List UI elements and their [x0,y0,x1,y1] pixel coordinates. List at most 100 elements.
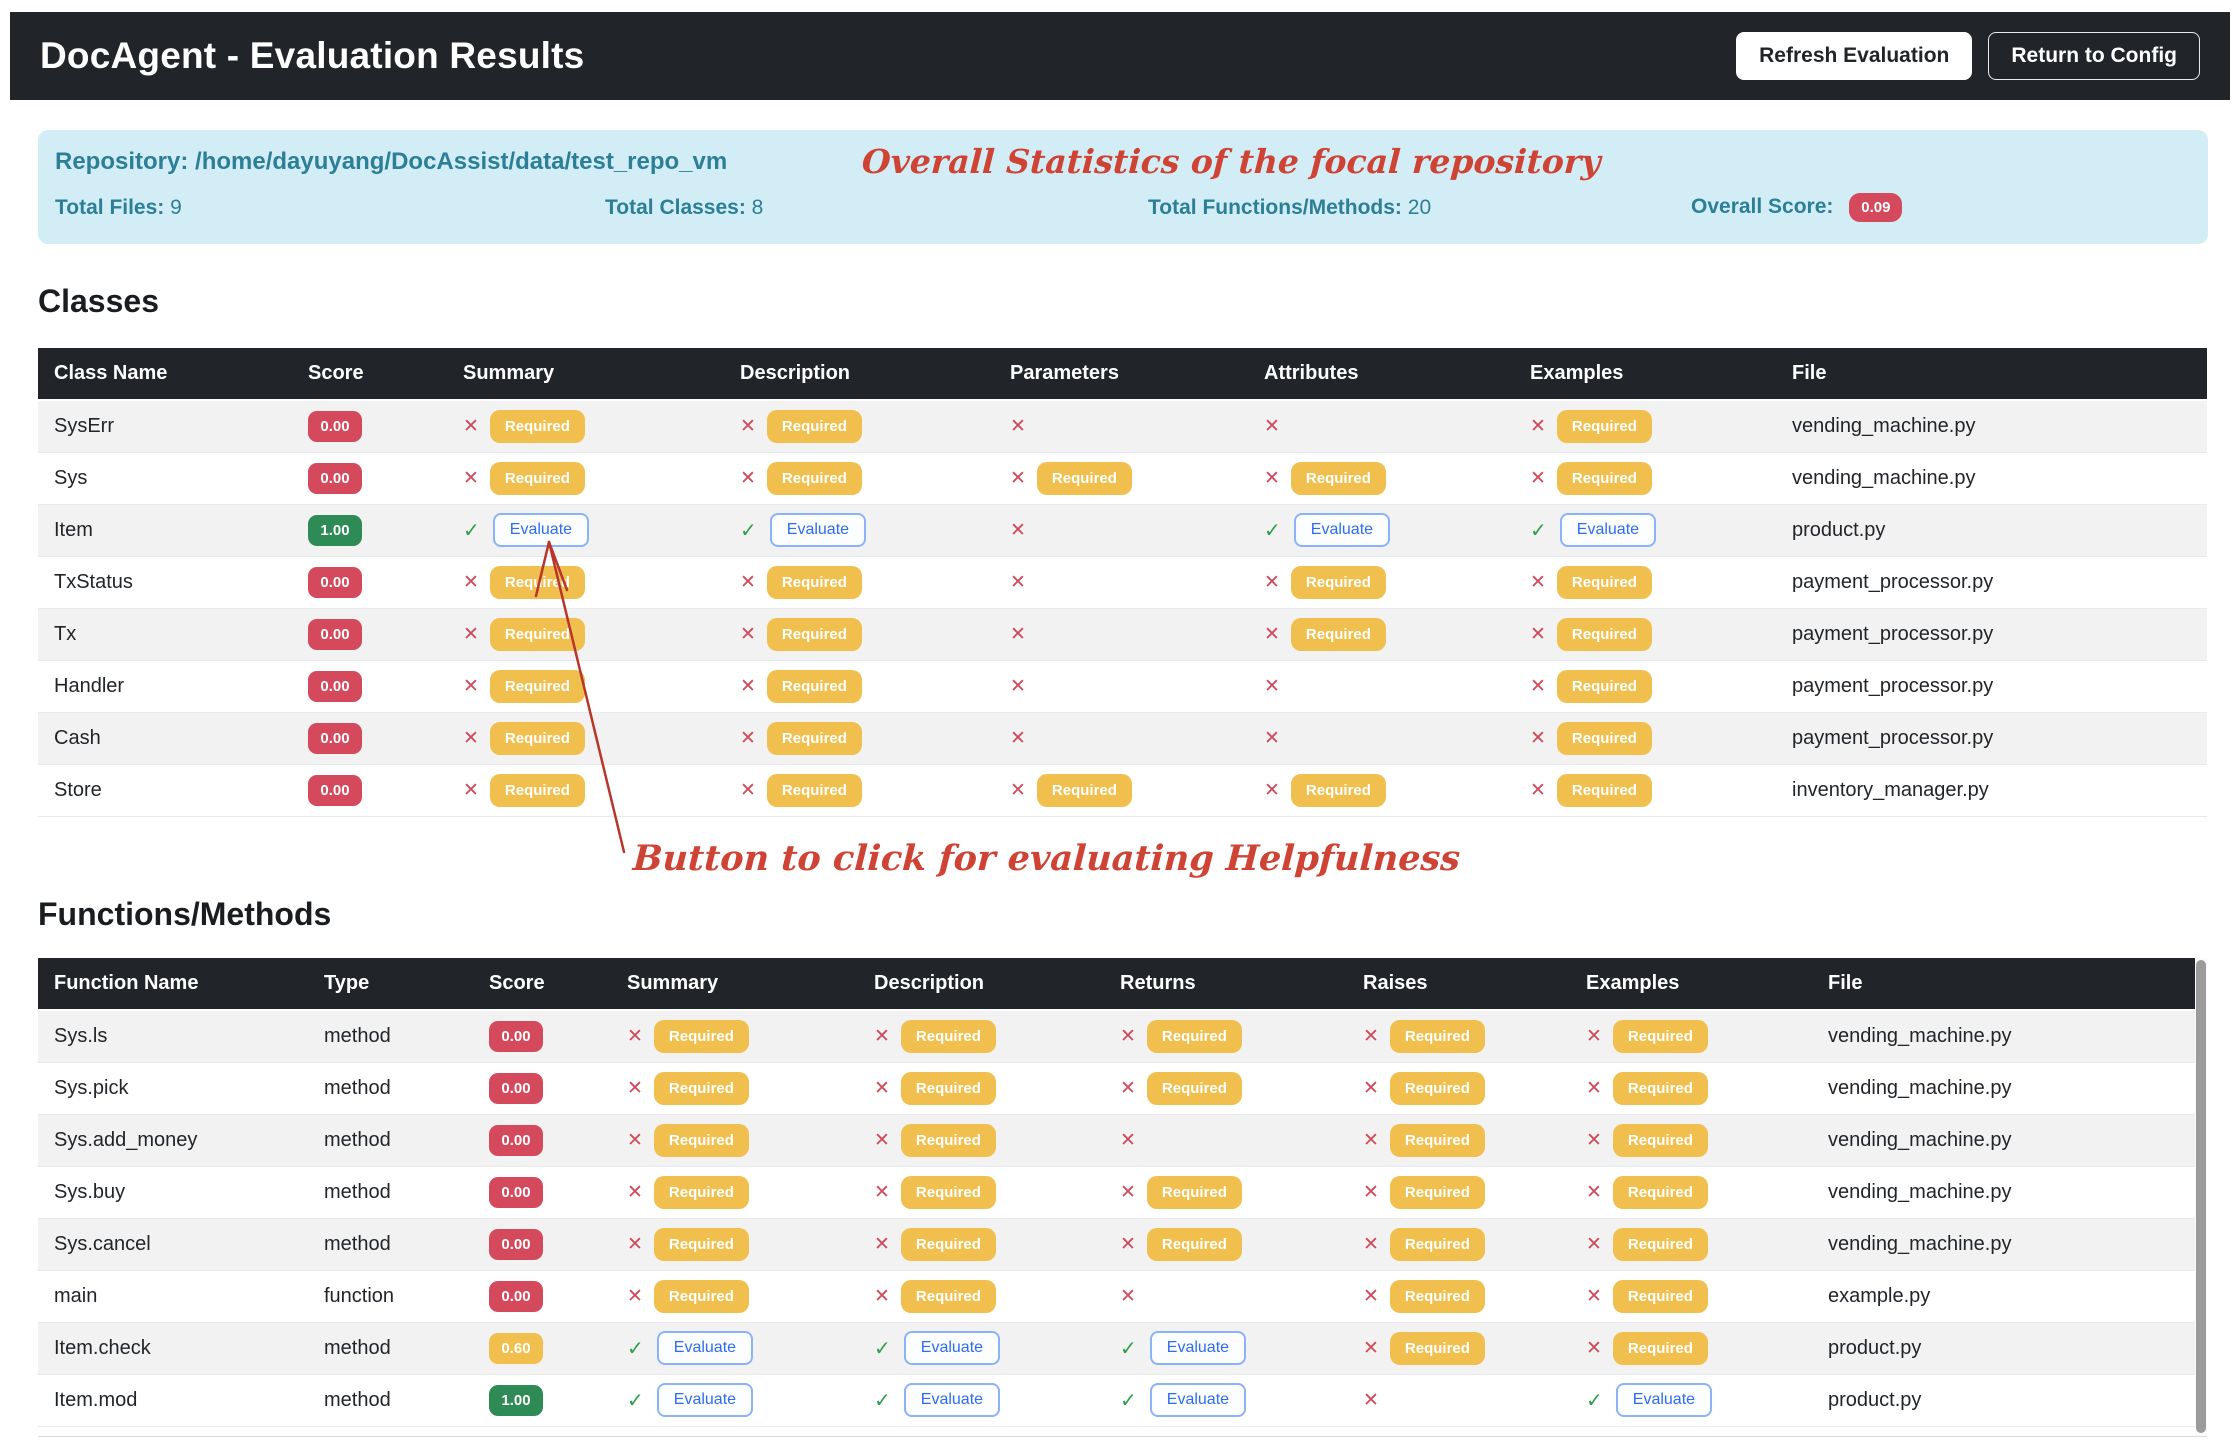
evaluate-button[interactable]: Evaluate [1150,1331,1246,1365]
cross-icon: ✕ [1010,676,1026,697]
score-badge: 0.00 [489,1073,543,1104]
scrollbar-thumb[interactable] [2196,960,2206,1433]
evaluate-button[interactable]: Evaluate [493,513,589,547]
required-badge: Required [1147,1176,1242,1209]
status-cell: ✕Required [1570,1114,1812,1166]
required-badge: Required [1557,462,1652,495]
status-cell: ✕Required [611,1062,858,1114]
score-cell: 0.60 [473,1322,611,1374]
status-cell: ✕Required [1347,1270,1570,1322]
table-row: Sys.buymethod0.00✕Required✕Required✕Requ… [38,1166,2195,1218]
repository-value: /home/dayuyang/DocAssist/data/test_repo_… [195,148,727,175]
status-cell: ✕ [1248,712,1514,764]
status-cell: ✕ [994,608,1248,660]
status-cell: ✕Required [1514,712,1776,764]
status-cell: ✕Required [724,400,994,452]
cross-icon: ✕ [874,1078,890,1099]
cross-icon: ✕ [1363,1182,1379,1203]
cross-icon: ✕ [463,728,479,749]
status-cell: ✕Required [1347,1010,1570,1062]
cross-icon: ✕ [1530,572,1546,593]
status-cell: ✕Required [1104,1062,1347,1114]
required-badge: Required [1390,1124,1485,1157]
evaluate-button[interactable]: Evaluate [904,1331,1000,1365]
file-cell: example.py [1812,1270,2195,1322]
column-header: Type [308,958,473,1010]
required-badge: Required [1613,1020,1708,1053]
evaluate-button[interactable]: Evaluate [770,513,866,547]
status-cell: ✕Required [611,1114,858,1166]
required-badge: Required [1291,618,1386,651]
status-cell: ✕ [1248,660,1514,712]
file-cell: payment_processor.py [1776,660,2207,712]
stat-total-classes: Total Classes: 8 [605,196,1148,220]
file-cell: product.py [1812,1322,2195,1374]
required-badge: Required [654,1228,749,1261]
cross-icon: ✕ [1010,572,1026,593]
return-to-config-button[interactable]: Return to Config [1988,32,2200,80]
cross-icon: ✕ [1586,1182,1602,1203]
check-icon: ✓ [1264,520,1281,542]
cross-icon: ✕ [874,1286,890,1307]
cross-icon: ✕ [740,780,756,801]
file-cell: product.py [1776,504,2207,556]
functions-table: Function NameTypeScoreSummaryDescription… [38,958,2195,1427]
required-badge: Required [1390,1072,1485,1105]
status-cell: ✕ [994,400,1248,452]
evaluate-button[interactable]: Evaluate [657,1383,753,1417]
required-badge: Required [1291,566,1386,599]
evaluate-button[interactable]: Evaluate [657,1331,753,1365]
table-row: Item.checkmethod0.60✓Evaluate✓Evaluate✓E… [38,1322,2195,1374]
status-cell: ✕Required [1248,764,1514,816]
evaluate-annotation-note: Button to click for evaluating Helpfulne… [632,838,1461,879]
function-name-cell: Sys.ls [38,1010,308,1062]
refresh-evaluation-button[interactable]: Refresh Evaluation [1736,32,1972,80]
table-row: TxStatus0.00✕Required✕Required✕✕Required… [38,556,2207,608]
file-cell: payment_processor.py [1776,712,2207,764]
cross-icon: ✕ [1586,1078,1602,1099]
status-cell: ✕Required [724,660,994,712]
cross-icon: ✕ [740,572,756,593]
required-badge: Required [901,1280,996,1313]
file-cell: vending_machine.py [1812,1010,2195,1062]
status-cell: ✕ [1347,1374,1570,1426]
status-cell: ✓Evaluate [1104,1322,1347,1374]
check-icon: ✓ [627,1338,644,1360]
score-cell: 1.00 [473,1374,611,1426]
column-header: Examples [1570,958,1812,1010]
status-cell: ✕Required [1570,1010,1812,1062]
status-cell: ✕Required [1104,1218,1347,1270]
vertical-scrollbar[interactable] [2195,958,2207,1436]
cross-icon: ✕ [1010,468,1026,489]
score-cell: 0.00 [473,1010,611,1062]
cross-icon: ✕ [740,728,756,749]
status-cell: ✕Required [1104,1010,1347,1062]
check-icon: ✓ [1530,520,1547,542]
score-cell: 0.00 [292,660,447,712]
file-cell: vending_machine.py [1812,1218,2195,1270]
table-row: Item.modmethod1.00✓Evaluate✓Evaluate✓Eva… [38,1374,2195,1426]
evaluate-button[interactable]: Evaluate [904,1383,1000,1417]
score-badge: 0.00 [308,723,362,754]
status-cell: ✕ Required [858,1270,1104,1322]
status-cell: ✕Required [611,1270,858,1322]
evaluate-button[interactable]: Evaluate [1616,1383,1712,1417]
cross-icon: ✕ [1010,780,1026,801]
status-cell: ✕ [994,504,1248,556]
class-name-cell: Cash [38,712,292,764]
cross-icon: ✕ [1363,1234,1379,1255]
evaluate-button[interactable]: Evaluate [1150,1383,1246,1417]
stats-annotation-note: Overall Statistics of the focal reposito… [861,142,1602,181]
status-cell: ✕Required [611,1218,858,1270]
cross-icon: ✕ [1530,624,1546,645]
status-cell: ✕Required [858,1166,1104,1218]
required-badge: Required [767,462,862,495]
score-cell: 1.00 [292,504,447,556]
evaluate-button[interactable]: Evaluate [1294,513,1390,547]
column-header: Score [292,348,447,400]
status-cell: ✕Required [447,400,724,452]
cross-icon: ✕ [1530,676,1546,697]
cross-icon: ✕ [463,624,479,645]
cross-icon: ✕ [463,416,479,437]
evaluate-button[interactable]: Evaluate [1560,513,1656,547]
